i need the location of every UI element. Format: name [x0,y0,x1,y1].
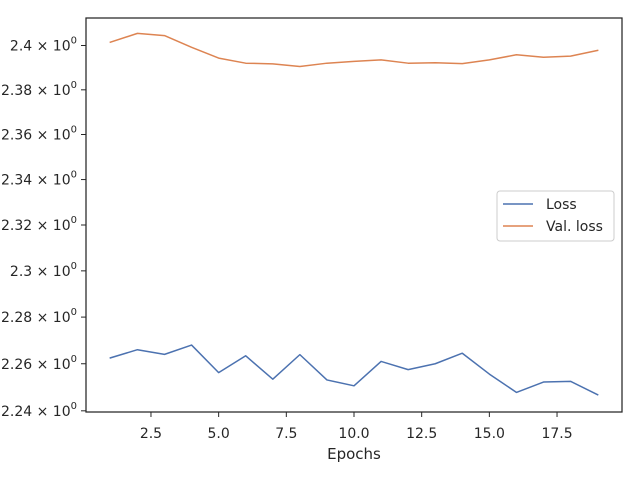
legend: Loss Val. loss [496,190,615,242]
series-line-val-loss [109,32,599,68]
y-tick-label: 2.34 × 100 [1,170,77,189]
y-tick-label: 2.32 × 100 [1,215,77,234]
x-tick-label: 2.5 [140,426,162,442]
x-tick-label: 15.0 [474,426,505,442]
y-tick-label: 2.36 × 100 [1,124,77,143]
y-tick-label: 2.38 × 100 [1,80,77,99]
x-axis-ticks: 2.5 5.0 7.5 10.0 12.5 15.0 17.5 [140,412,573,442]
y-tick-label: 2.3 × 100 [10,261,77,280]
y-tick-label: 2.28 × 100 [1,307,77,326]
series-line-loss [109,344,599,396]
legend-label-val-loss: Val. loss [546,219,603,235]
y-tick-label: 2.24 × 100 [1,401,77,420]
x-tick-label: 17.5 [541,426,572,442]
legend-label-loss: Loss [546,197,577,213]
x-tick-label: 12.5 [406,426,437,442]
x-tick-label: 10.0 [338,426,369,442]
series-layer [109,32,599,396]
x-axis-label: Epochs [327,445,381,463]
y-tick-label: 2.26 × 100 [1,354,77,373]
y-tick-label: 2.4 × 100 [10,36,77,55]
x-tick-label: 7.5 [275,426,297,442]
y-axis-ticks: 2.24 × 100 2.26 × 100 2.28 × 100 2.3 × 100 2… [1,36,86,420]
x-tick-label: 5.0 [208,426,230,442]
